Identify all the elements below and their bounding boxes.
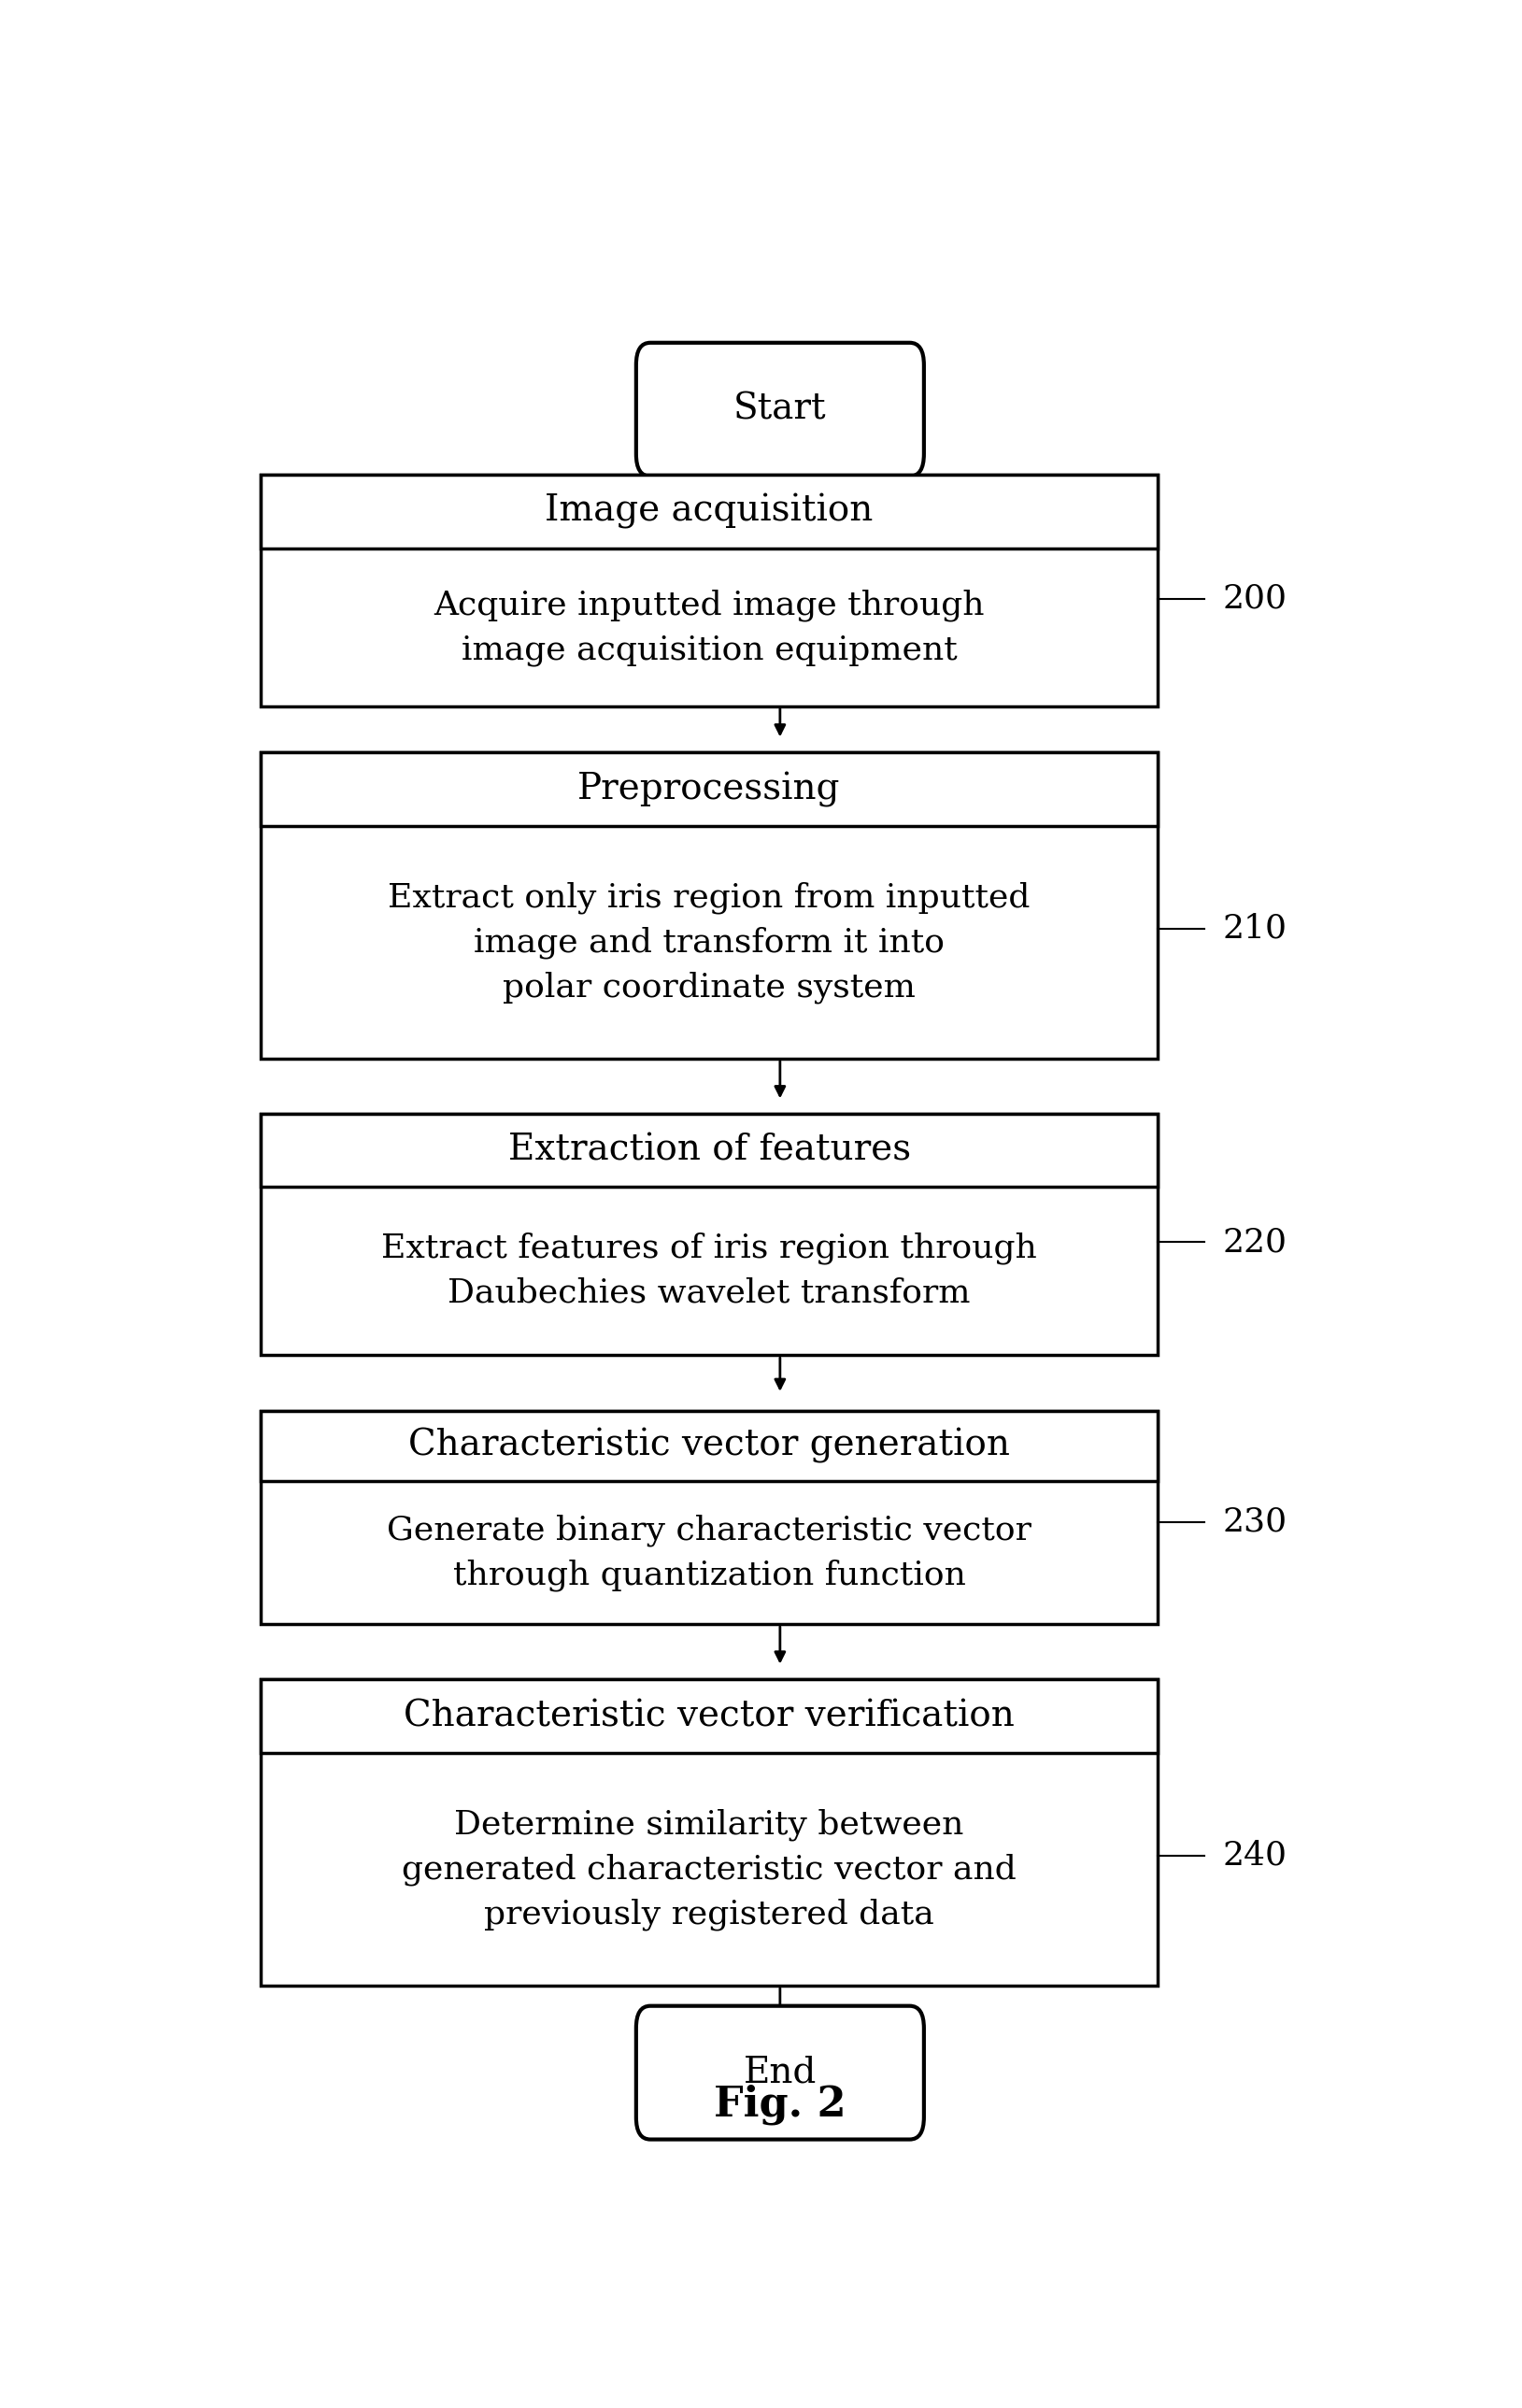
FancyBboxPatch shape <box>262 751 1158 826</box>
FancyBboxPatch shape <box>262 474 1158 549</box>
FancyBboxPatch shape <box>262 474 1158 706</box>
Text: Extraction of features: Extraction of features <box>508 1132 910 1168</box>
Text: 220: 220 <box>1222 1226 1286 1257</box>
FancyBboxPatch shape <box>262 751 1158 1060</box>
Text: 200: 200 <box>1222 583 1286 614</box>
FancyBboxPatch shape <box>262 1411 1158 1481</box>
Text: Preprocessing: Preprocessing <box>578 771 840 807</box>
Text: Fig. 2: Fig. 2 <box>714 2083 846 2124</box>
Text: 240: 240 <box>1222 1840 1286 1871</box>
FancyBboxPatch shape <box>262 1115 1158 1187</box>
FancyBboxPatch shape <box>262 1411 1158 1623</box>
Text: Generate binary characteristic vector
through quantization function: Generate binary characteristic vector th… <box>387 1515 1032 1592</box>
Text: Extract features of iris region through
Daubechies wavelet transform: Extract features of iris region through … <box>382 1233 1036 1310</box>
Text: End: End <box>743 2056 817 2090</box>
FancyBboxPatch shape <box>262 1681 1158 1987</box>
Text: Image acquisition: Image acquisition <box>545 494 874 530</box>
FancyBboxPatch shape <box>636 342 924 477</box>
FancyBboxPatch shape <box>636 2006 924 2138</box>
Text: 210: 210 <box>1222 913 1286 944</box>
FancyBboxPatch shape <box>262 1115 1158 1356</box>
Text: Characteristic vector verification: Characteristic vector verification <box>403 1700 1015 1734</box>
Text: Extract only iris region from inputted
image and transform it into
polar coordin: Extract only iris region from inputted i… <box>388 881 1030 1004</box>
Text: Start: Start <box>734 393 826 426</box>
FancyBboxPatch shape <box>262 1681 1158 1753</box>
Text: Characteristic vector generation: Characteristic vector generation <box>408 1428 1011 1464</box>
Text: Acquire inputted image through
image acquisition equipment: Acquire inputted image through image acq… <box>434 590 985 667</box>
Text: 230: 230 <box>1222 1505 1288 1539</box>
Text: Determine similarity between
generated characteristic vector and
previously regi: Determine similarity between generated c… <box>402 1808 1017 1931</box>
